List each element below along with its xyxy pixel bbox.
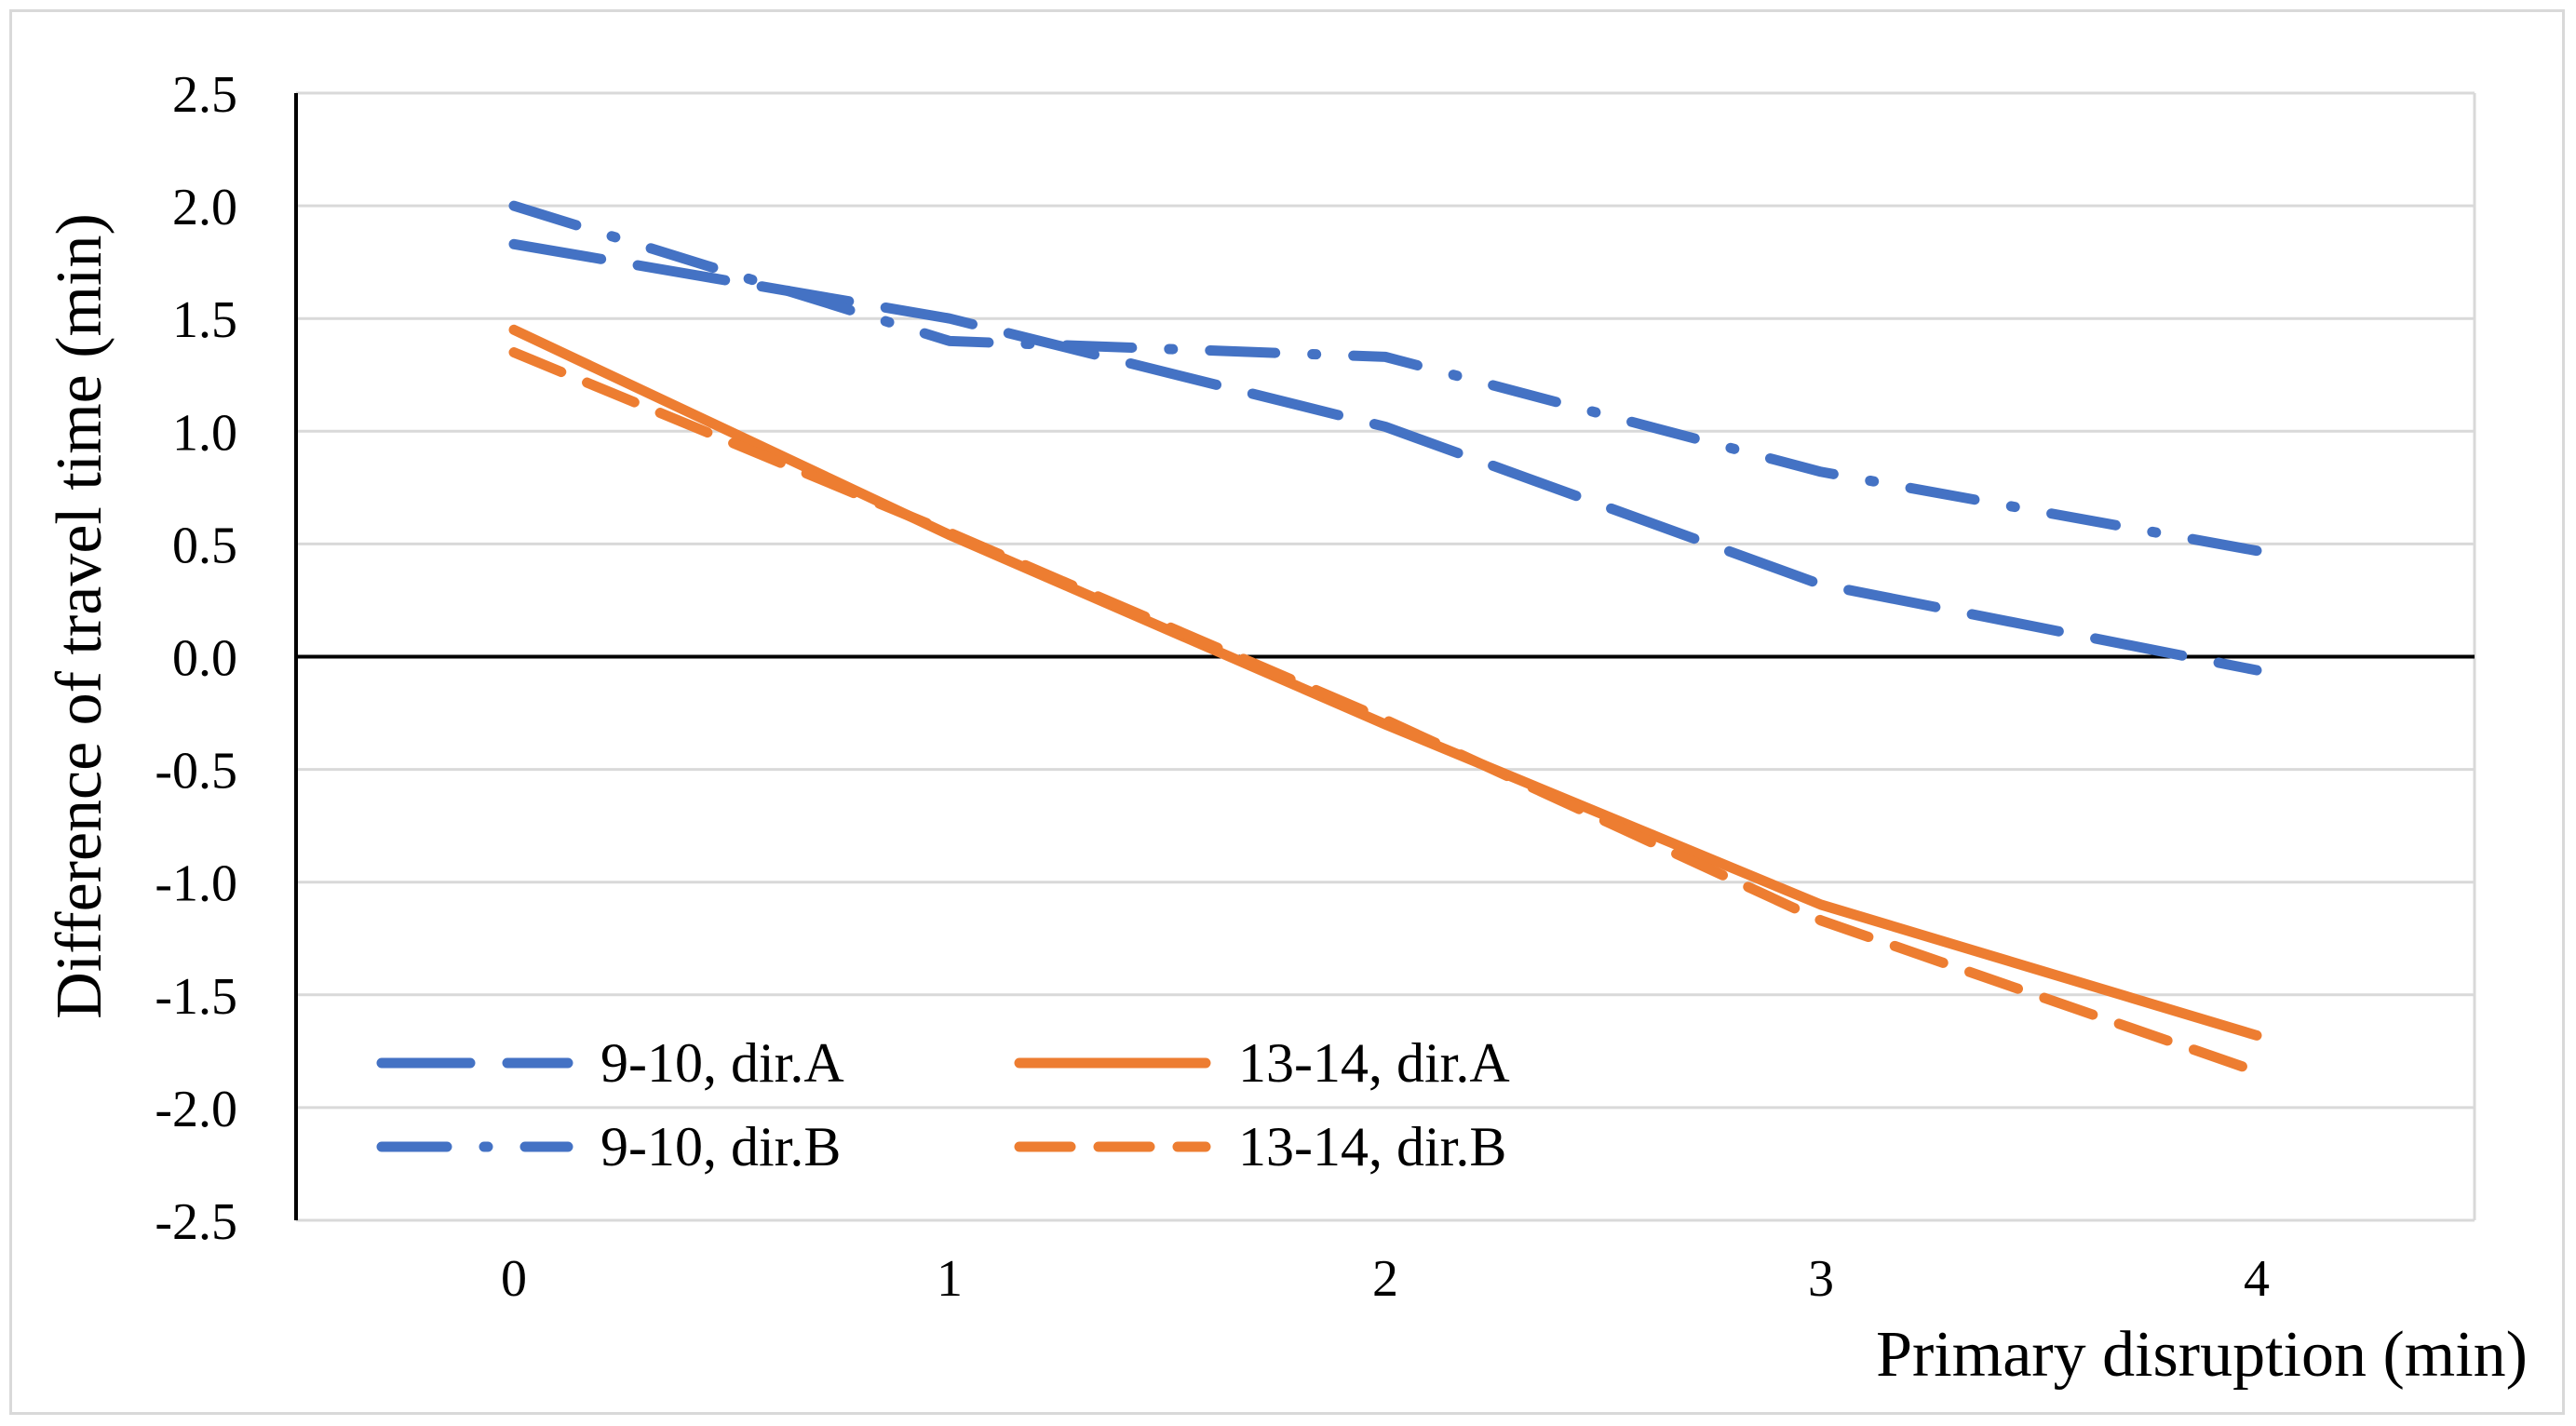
x-axis-title: Primary disruption (min): [1876, 1319, 2528, 1391]
legend-label: 13-14, dir.B: [1238, 1116, 1506, 1177]
legend-label: 9-10, dir.B: [600, 1116, 841, 1177]
series-line: [508, 324, 2262, 1041]
tick-labels: 2.5 2.0 1.5 1.0 0.5 0.0 -0.5 -1.0 -1.5 -2.0 -2.5 0 1…: [155, 66, 2270, 1308]
data-series: [508, 200, 2262, 1077]
chart-frame: [9, 9, 2565, 1415]
legend-label: 13-14, dir.A: [1238, 1032, 1510, 1094]
legend-label: 9-10, dir.A: [600, 1032, 844, 1094]
y-tick-label: 0.0: [172, 630, 237, 688]
x-tick-label: 2: [1372, 1250, 1398, 1308]
series-line: [508, 200, 2262, 557]
x-tick-label: 3: [1808, 1250, 1834, 1308]
y-tick-label: 0.5: [172, 517, 237, 574]
y-axis-title: Difference of travel time (min): [44, 213, 115, 1019]
y-tick-label: -1.5: [155, 968, 237, 1026]
x-tick-label: 1: [937, 1250, 963, 1308]
y-tick-label: 1.5: [172, 291, 237, 349]
y-tick-label: 1.0: [172, 404, 237, 462]
series-line: [508, 347, 2262, 1077]
y-tick-label: -2.5: [155, 1193, 237, 1251]
y-tick-label: 2.0: [172, 179, 237, 236]
x-tick-label: 0: [501, 1250, 527, 1308]
y-tick-label: -2.0: [155, 1081, 237, 1138]
gridlines: [296, 91, 2476, 1222]
y-tick-label: -1.0: [155, 855, 237, 913]
y-tick-label: 2.5: [172, 66, 237, 124]
axes: [294, 93, 2475, 1220]
legend: 9-10, dir.A 13-14, dir.A 9-10, dir.B 13-14,…: [376, 1032, 1510, 1177]
y-tick-label: -0.5: [155, 743, 237, 800]
x-tick-label: 4: [2244, 1250, 2270, 1308]
